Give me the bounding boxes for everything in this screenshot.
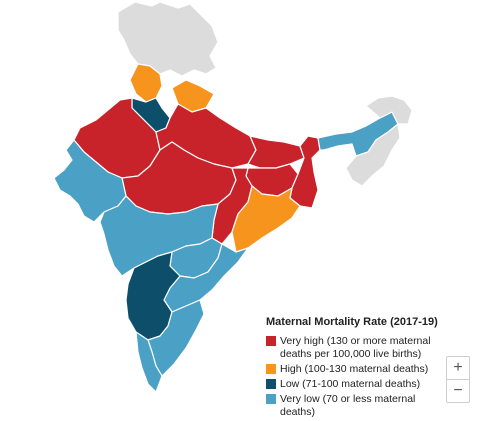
region-bihar[interactable]: Bihar [247, 135, 305, 169]
region-gujarat[interactable]: Gujarat [53, 139, 127, 223]
legend-item-low: Low (71-100 maternal deaths) [266, 378, 446, 391]
legend-item-very-low: Very low (70 or less maternal deaths) [266, 393, 446, 419]
region-chhattisgarh[interactable]: Assam [211, 167, 253, 245]
region-odisha[interactable]: West Bengal [231, 185, 301, 253]
region-tamil-nadu[interactable]: Tamil Nadu [147, 299, 205, 377]
legend-swatch-low [266, 379, 276, 389]
legend-label-very-low: Very low (70 or less maternal deaths) [280, 393, 416, 418]
legend-swatch-very-high [266, 336, 276, 346]
legend-label-very-high: Very high (130 or more maternal deaths p… [280, 335, 431, 360]
legend-label-high: High (100-130 maternal deaths) [280, 363, 429, 375]
zoom-in-button[interactable]: + [453, 359, 463, 376]
legend-title: Maternal Mortality Rate (2017-19) [266, 316, 438, 328]
legend-label-low: Low (71-100 maternal deaths) [280, 378, 421, 390]
region-jammu-kashmir-ladakh[interactable]: Jammu & Kashmir / Ladakh [117, 1, 219, 77]
zoom-control: + − [446, 356, 470, 403]
region-kerala[interactable]: Kerala [135, 331, 163, 393]
zoom-out-button[interactable]: − [447, 379, 469, 402]
map-legend: Maternal Mortality Rate (2017-19) Very h… [266, 316, 446, 421]
legend-swatch-high [266, 364, 276, 374]
region-north-east[interactable]: North-East states [345, 95, 413, 187]
legend-swatch-very-low [266, 394, 276, 404]
legend-item-very-high: Very high (130 or more maternal deaths p… [266, 335, 446, 361]
legend-item-high: High (100-130 maternal deaths) [266, 363, 446, 376]
